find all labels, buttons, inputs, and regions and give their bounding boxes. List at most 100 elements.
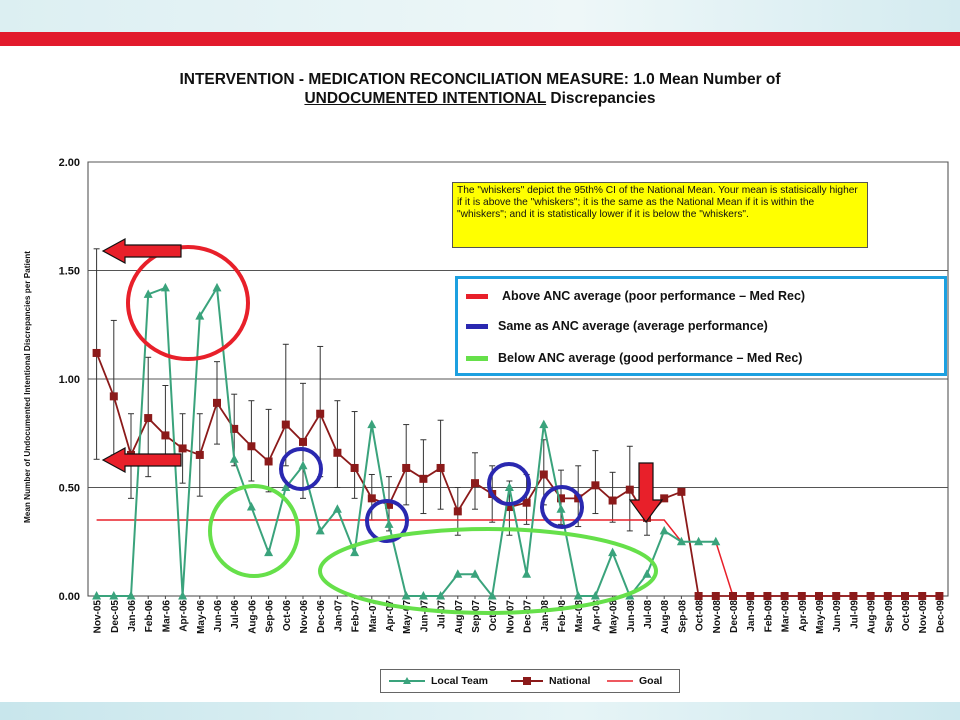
left-arrow-upper xyxy=(101,237,182,265)
national-point xyxy=(591,481,600,490)
series-legend-goal: Goal xyxy=(605,675,662,687)
local-team-point xyxy=(711,536,721,546)
local-team-point xyxy=(676,536,686,546)
national-point xyxy=(539,470,548,479)
x-tick-label: May-08 xyxy=(609,600,620,634)
x-tick-label: Sep-06 xyxy=(265,600,276,633)
series-legend-local: Local Team xyxy=(387,675,488,687)
x-tick-label: Nov-07 xyxy=(505,600,516,634)
national-point xyxy=(608,496,617,505)
legend-dash-blue xyxy=(466,324,488,330)
x-tick-label: Jan-06 xyxy=(127,600,138,632)
series-legend-national-label: National xyxy=(549,675,591,687)
national-point xyxy=(350,463,359,472)
x-tick-label: Jan-09 xyxy=(746,600,757,632)
local-team-point xyxy=(384,519,394,528)
national-point xyxy=(866,592,875,600)
red-annotation-circle xyxy=(126,245,250,361)
series-legend-goal-label: Goal xyxy=(639,675,663,687)
national-point xyxy=(746,592,755,600)
local-team-point xyxy=(522,569,532,578)
y-tick-label: 0.50 xyxy=(59,483,80,495)
x-tick-label: Dec-05 xyxy=(110,600,121,633)
national-point xyxy=(883,592,892,600)
left-arrow-lower xyxy=(101,446,182,474)
local-team-point xyxy=(160,282,170,292)
local-team-point xyxy=(212,282,222,292)
national-point xyxy=(780,592,789,600)
local-team-point xyxy=(367,419,377,429)
national-point xyxy=(694,592,703,600)
local-team-legend-marker xyxy=(389,677,425,685)
national-line xyxy=(95,352,940,597)
x-tick-label: Oct-09 xyxy=(901,600,912,632)
blue-annotation-circle xyxy=(365,499,409,543)
local-team-point xyxy=(608,547,618,557)
x-tick-label: Jul-08 xyxy=(643,600,654,629)
national-point xyxy=(195,450,204,459)
national-point xyxy=(316,409,325,418)
x-tick-label: Sep-07 xyxy=(471,600,482,633)
national-point xyxy=(522,498,531,507)
national-point xyxy=(230,424,239,433)
x-tick-label: Feb-07 xyxy=(351,600,362,633)
x-tick-label: Jan-07 xyxy=(333,600,344,632)
national-point xyxy=(505,503,514,512)
local-team-point xyxy=(229,454,239,463)
local-team-point xyxy=(109,591,119,600)
national-point xyxy=(901,592,909,600)
local-team-point xyxy=(487,591,497,600)
x-tick-label: Nov-09 xyxy=(918,600,929,634)
x-tick-label: Oct-08 xyxy=(695,600,706,632)
x-tick-label: Apr-07 xyxy=(385,600,396,632)
national-point xyxy=(453,507,462,516)
national-point xyxy=(333,448,342,457)
x-tick-label: Jul-07 xyxy=(437,600,448,629)
national-point xyxy=(213,398,221,407)
chart-title-rest: Discrepancies xyxy=(546,90,656,107)
down-arrow xyxy=(628,462,664,524)
x-tick-label: Aug-09 xyxy=(867,600,878,634)
footer-band xyxy=(0,702,960,720)
local-team-point xyxy=(298,460,308,470)
local-team-point xyxy=(246,502,256,511)
x-tick-label: Feb-06 xyxy=(144,600,155,633)
x-tick-label: Jul-09 xyxy=(849,600,860,629)
x-tick-label: May-06 xyxy=(196,600,207,634)
legend-dash-green xyxy=(466,356,488,362)
local-team-point xyxy=(470,569,480,578)
x-tick-label: Dec-06 xyxy=(316,600,327,633)
legend-row-same: Same as ANC average (average performance… xyxy=(466,319,768,339)
x-tick-label: Dec-07 xyxy=(523,600,534,633)
local-team-point xyxy=(178,591,188,600)
blue-annotation-circle xyxy=(279,447,323,491)
national-point xyxy=(436,463,445,472)
national-point xyxy=(367,494,376,503)
green-annotation-circle xyxy=(208,484,300,578)
x-tick-label: Dec-08 xyxy=(729,600,740,633)
series-legend: Local Team National Goal xyxy=(380,669,680,693)
local-team-point xyxy=(590,591,600,600)
legend-row-above: Above ANC average (poor performance – Me… xyxy=(466,289,805,309)
chart-title-underlined: UNDOCUMENTED INTENTIONAL xyxy=(304,90,547,107)
series-legend-local-label: Local Team xyxy=(431,675,488,687)
local-team-point xyxy=(281,482,291,491)
national-point xyxy=(763,592,772,600)
x-tick-label: Mar-06 xyxy=(161,600,172,633)
local-team-point xyxy=(539,419,549,429)
legend-row-below: Below ANC average (good performance – Me… xyxy=(466,351,802,371)
y-tick-label: 2.00 xyxy=(59,157,80,169)
local-team-point xyxy=(418,591,428,600)
local-team-point xyxy=(126,591,136,600)
x-tick-label: Aug-06 xyxy=(247,600,258,634)
x-tick-label: Aug-08 xyxy=(660,600,671,634)
local-team-point xyxy=(315,525,325,535)
national-point xyxy=(161,431,170,440)
national-point xyxy=(419,474,428,483)
local-team-point xyxy=(642,569,652,578)
national-point xyxy=(832,592,841,600)
national-point xyxy=(299,437,307,446)
x-tick-label: Mar-08 xyxy=(574,600,585,633)
national-point xyxy=(264,457,273,466)
